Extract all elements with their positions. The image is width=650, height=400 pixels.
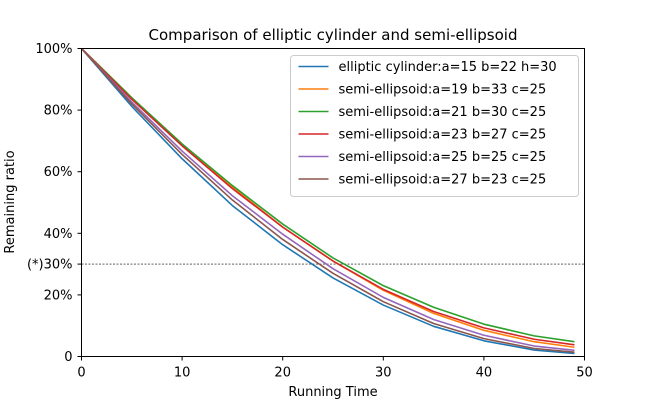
x-tick-label: 10 <box>174 366 191 381</box>
legend-label-1: elliptic cylinder:a=15 b=22 h=30 <box>339 60 557 75</box>
y-axis-title: Remaining ratio <box>3 150 18 253</box>
y-tick-label: 40% <box>44 227 73 242</box>
legend-label-5: semi-ellipsoid:a=25 b=25 c=25 <box>339 150 547 165</box>
y-tick-label: 60% <box>44 165 73 180</box>
y-tick-label: 0 <box>64 350 72 365</box>
series-line-3 <box>80 47 575 343</box>
x-tick-label: 40 <box>476 366 493 381</box>
legend-label-2: semi-ellipsoid:a=19 b=33 c=25 <box>339 83 547 98</box>
series-line-4 <box>80 47 575 346</box>
y-tick-label: 80% <box>44 104 73 119</box>
legend-label-3: semi-ellipsoid:a=21 b=30 c=25 <box>339 105 547 120</box>
series-line-6 <box>80 47 575 353</box>
y-tick-label: 100% <box>35 42 72 57</box>
legend-label-6: semi-ellipsoid:a=27 b=23 c=25 <box>339 173 547 188</box>
x-tick-label: 50 <box>576 366 593 381</box>
x-axis-title: Running Time <box>288 385 377 400</box>
y-tick-label: 20% <box>44 288 73 303</box>
x-tick-label: 20 <box>274 366 291 381</box>
series-line-1 <box>80 47 575 355</box>
plot-area <box>81 48 585 357</box>
y-tick-label: (*)30% <box>27 258 73 273</box>
x-tick-label: 30 <box>375 366 392 381</box>
chart-title: Comparison of elliptic cylinder and semi… <box>149 26 518 44</box>
series-line-5 <box>80 47 575 352</box>
legend-label-4: semi-ellipsoid:a=23 b=27 c=25 <box>339 128 547 143</box>
x-tick-label: 0 <box>77 366 85 381</box>
legend-box <box>290 55 579 197</box>
